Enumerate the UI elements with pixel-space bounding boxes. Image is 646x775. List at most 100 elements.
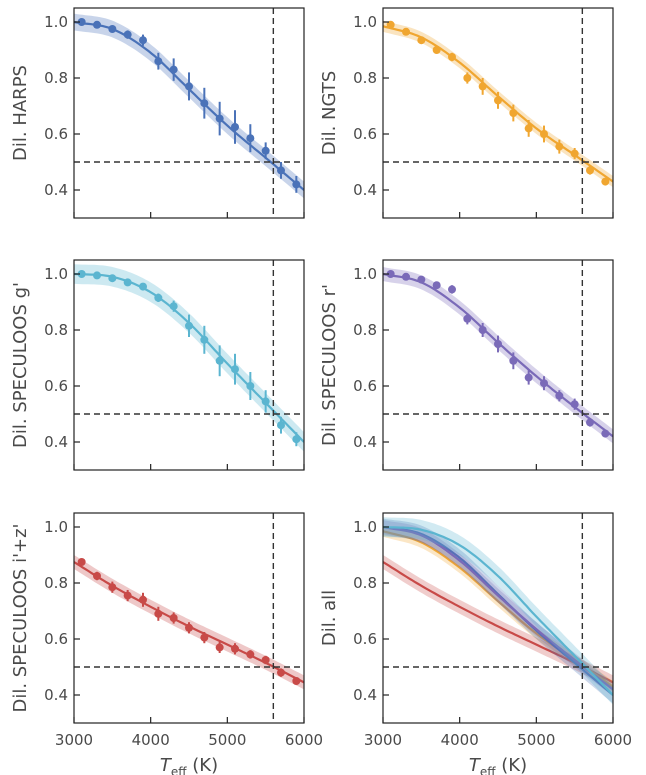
data-point	[139, 282, 147, 291]
data-point	[386, 20, 395, 29]
x-axis-label: Teff (K)	[160, 755, 218, 775]
x-tick-label: 6000	[285, 731, 323, 749]
series-5	[383, 517, 613, 705]
data-point	[448, 285, 456, 294]
fit-curve	[74, 272, 304, 443]
data-point	[478, 326, 487, 334]
y-axis-label: Dil. all	[319, 590, 340, 646]
series-curve	[383, 525, 613, 691]
y-tick-label: 1.0	[44, 13, 68, 31]
y-tick-label: 1.0	[353, 265, 377, 283]
x-label-symbol: T	[469, 755, 482, 775]
data-point	[246, 134, 255, 143]
data-point	[93, 271, 101, 280]
y-tick-label: 1.0	[44, 265, 68, 283]
data-point	[494, 96, 502, 105]
x-tick-label: 5000	[208, 731, 246, 749]
subplot-3: 0.4 0.6 0.8 1.0 Dil. SPECULOOS g'	[10, 259, 305, 471]
x-tick-label: 4000	[441, 731, 479, 749]
data-point	[77, 558, 86, 566]
axes-frame	[382, 512, 614, 724]
y-tick-label: 1.0	[353, 13, 377, 31]
data-point	[277, 421, 285, 430]
data-point	[494, 340, 502, 348]
data-point	[463, 314, 472, 323]
x-label-unit: (K)	[496, 755, 528, 775]
data-point	[185, 623, 193, 632]
plot-area	[74, 264, 304, 452]
fit-band	[383, 267, 613, 444]
data-point	[200, 335, 209, 344]
data-point	[463, 74, 472, 82]
series-band	[383, 518, 613, 704]
x-tick-label: 5000	[517, 731, 555, 749]
y-tick-label: 0.6	[353, 125, 377, 143]
y-axis-label: Dil. HARPS	[10, 65, 31, 161]
y-tick-label: 0.4	[44, 181, 68, 199]
subplot-1: 0.4 0.6 0.8 1.0 Dil. HARPS	[10, 7, 305, 219]
y-tick-label: 0.8	[44, 69, 68, 87]
data-point	[169, 614, 178, 622]
y-tick-label: 0.8	[44, 321, 68, 339]
y-tick-label: 0.4	[44, 433, 68, 451]
data-point	[478, 82, 487, 91]
y-tick-label: 0.6	[353, 630, 377, 648]
y-tick-label: 1.0	[44, 518, 68, 536]
data-point	[93, 20, 101, 29]
data-point	[123, 30, 132, 39]
data-point	[261, 656, 270, 664]
y-tick-label: 0.8	[353, 321, 377, 339]
data-point	[402, 272, 410, 281]
data-point	[524, 124, 533, 133]
y-tick-label: 0.6	[353, 377, 377, 395]
y-tick-label: 0.6	[44, 125, 68, 143]
axes-frame	[382, 259, 614, 471]
data-point	[139, 595, 147, 604]
data-point	[540, 379, 548, 388]
data-point	[555, 142, 564, 151]
data-point	[246, 382, 255, 390]
data-point	[292, 677, 301, 685]
fit-band	[74, 13, 304, 199]
series-band	[383, 555, 613, 690]
data-point	[93, 572, 101, 580]
data-point	[215, 356, 224, 365]
data-point	[77, 270, 86, 278]
data-point	[292, 435, 301, 444]
data-point	[154, 609, 163, 618]
x-label-subscript: eff	[171, 765, 187, 775]
series-band	[383, 520, 613, 697]
data-point	[200, 99, 209, 108]
x-tick-label: 4000	[132, 731, 170, 749]
data-point	[261, 146, 270, 155]
axes-frame	[73, 259, 305, 471]
subplot-2: 0.4 0.6 0.8 1.0 Dil. NGTS	[319, 7, 614, 219]
data-point	[261, 397, 270, 406]
data-point	[169, 65, 178, 74]
plot-area	[74, 555, 304, 690]
x-label-unit: (K)	[187, 755, 219, 775]
data-point	[108, 583, 117, 592]
data-point	[586, 418, 594, 427]
data-point	[402, 27, 410, 36]
series-band	[383, 525, 613, 693]
y-tick-label: 1.0	[353, 518, 377, 536]
y-axis-label: Dil. SPECULOOS r'	[319, 284, 340, 446]
subplot-6: 0.4 0.6 0.8 1.0 3000 4000 5000 6000 Dil. all Teff…	[319, 512, 632, 775]
y-tick-label: 0.6	[44, 630, 68, 648]
data-point	[231, 123, 239, 131]
subplot-5: 0.4 0.6 0.8 1.0 3000 4000 5000 6000 Dil. SPECULO…	[10, 512, 323, 775]
x-label-symbol: T	[160, 755, 173, 775]
data-point	[555, 391, 564, 400]
data-point	[540, 130, 548, 138]
data-point	[292, 180, 301, 189]
series-curve	[383, 525, 613, 696]
y-axis-label: Dil. SPECULOOS g'	[10, 282, 31, 448]
y-tick-label: 0.4	[353, 686, 377, 704]
data-point	[123, 591, 132, 600]
data-point	[185, 82, 193, 91]
data-point	[586, 166, 594, 175]
data-point	[432, 281, 441, 290]
data-point	[231, 644, 239, 653]
data-point	[185, 321, 193, 330]
